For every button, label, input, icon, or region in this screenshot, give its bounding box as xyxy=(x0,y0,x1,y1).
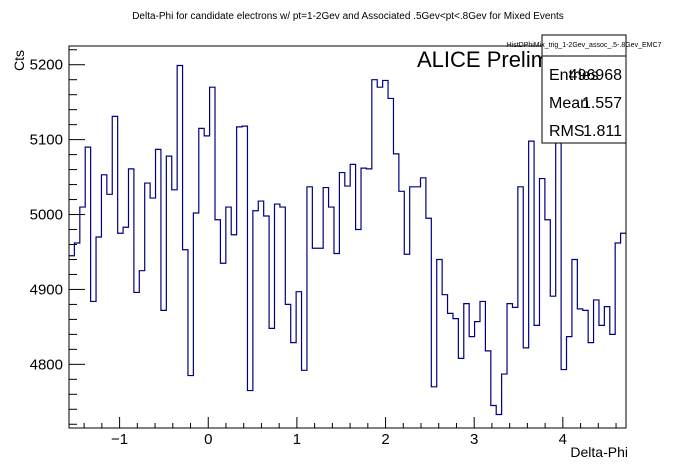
x-tick-label: 2 xyxy=(381,431,389,448)
stats-mean-label: Mean xyxy=(549,95,589,112)
stats-entries-label: Entries xyxy=(549,67,599,84)
x-tick-label: 0 xyxy=(204,431,212,448)
y-tick-label: 5000 xyxy=(30,207,63,224)
x-tick-label: 3 xyxy=(470,431,478,448)
x-axis-label: Delta-Phi xyxy=(570,444,628,460)
y-tick-label: 5100 xyxy=(30,132,63,149)
stats-box: HistDPhiMix_trig_1-2Gev_assoc_.5-.8Gev_E… xyxy=(507,34,662,144)
x-tick-label: 4 xyxy=(559,431,567,448)
stats-rms-value: 1.811 xyxy=(583,123,622,140)
x-tick-label: 1 xyxy=(293,431,301,448)
stats-rms-label: RMS xyxy=(549,123,585,140)
x-axis: −1 0 1 2 3 4 xyxy=(83,417,617,448)
chart-title: Delta-Phi for candidate electrons w/ pt=… xyxy=(132,11,564,22)
stats-entries-value: 496968 xyxy=(569,67,622,84)
stats-histogram-name: HistDPhiMix_trig_1-2Gev_assoc_.5-.8Gev_E… xyxy=(507,42,662,49)
plot-frame xyxy=(68,45,627,429)
y-axis: 4800 4900 5000 5100 5200 xyxy=(30,49,85,425)
y-axis-label: Cts xyxy=(11,50,27,71)
y-tick-label: 4800 xyxy=(30,356,63,373)
x-tick-label: −1 xyxy=(111,431,128,448)
stats-mean-value: 1.557 xyxy=(582,95,622,112)
histogram-series xyxy=(69,64,626,416)
y-tick-label: 4900 xyxy=(30,281,63,298)
y-tick-label: 5200 xyxy=(30,57,63,74)
